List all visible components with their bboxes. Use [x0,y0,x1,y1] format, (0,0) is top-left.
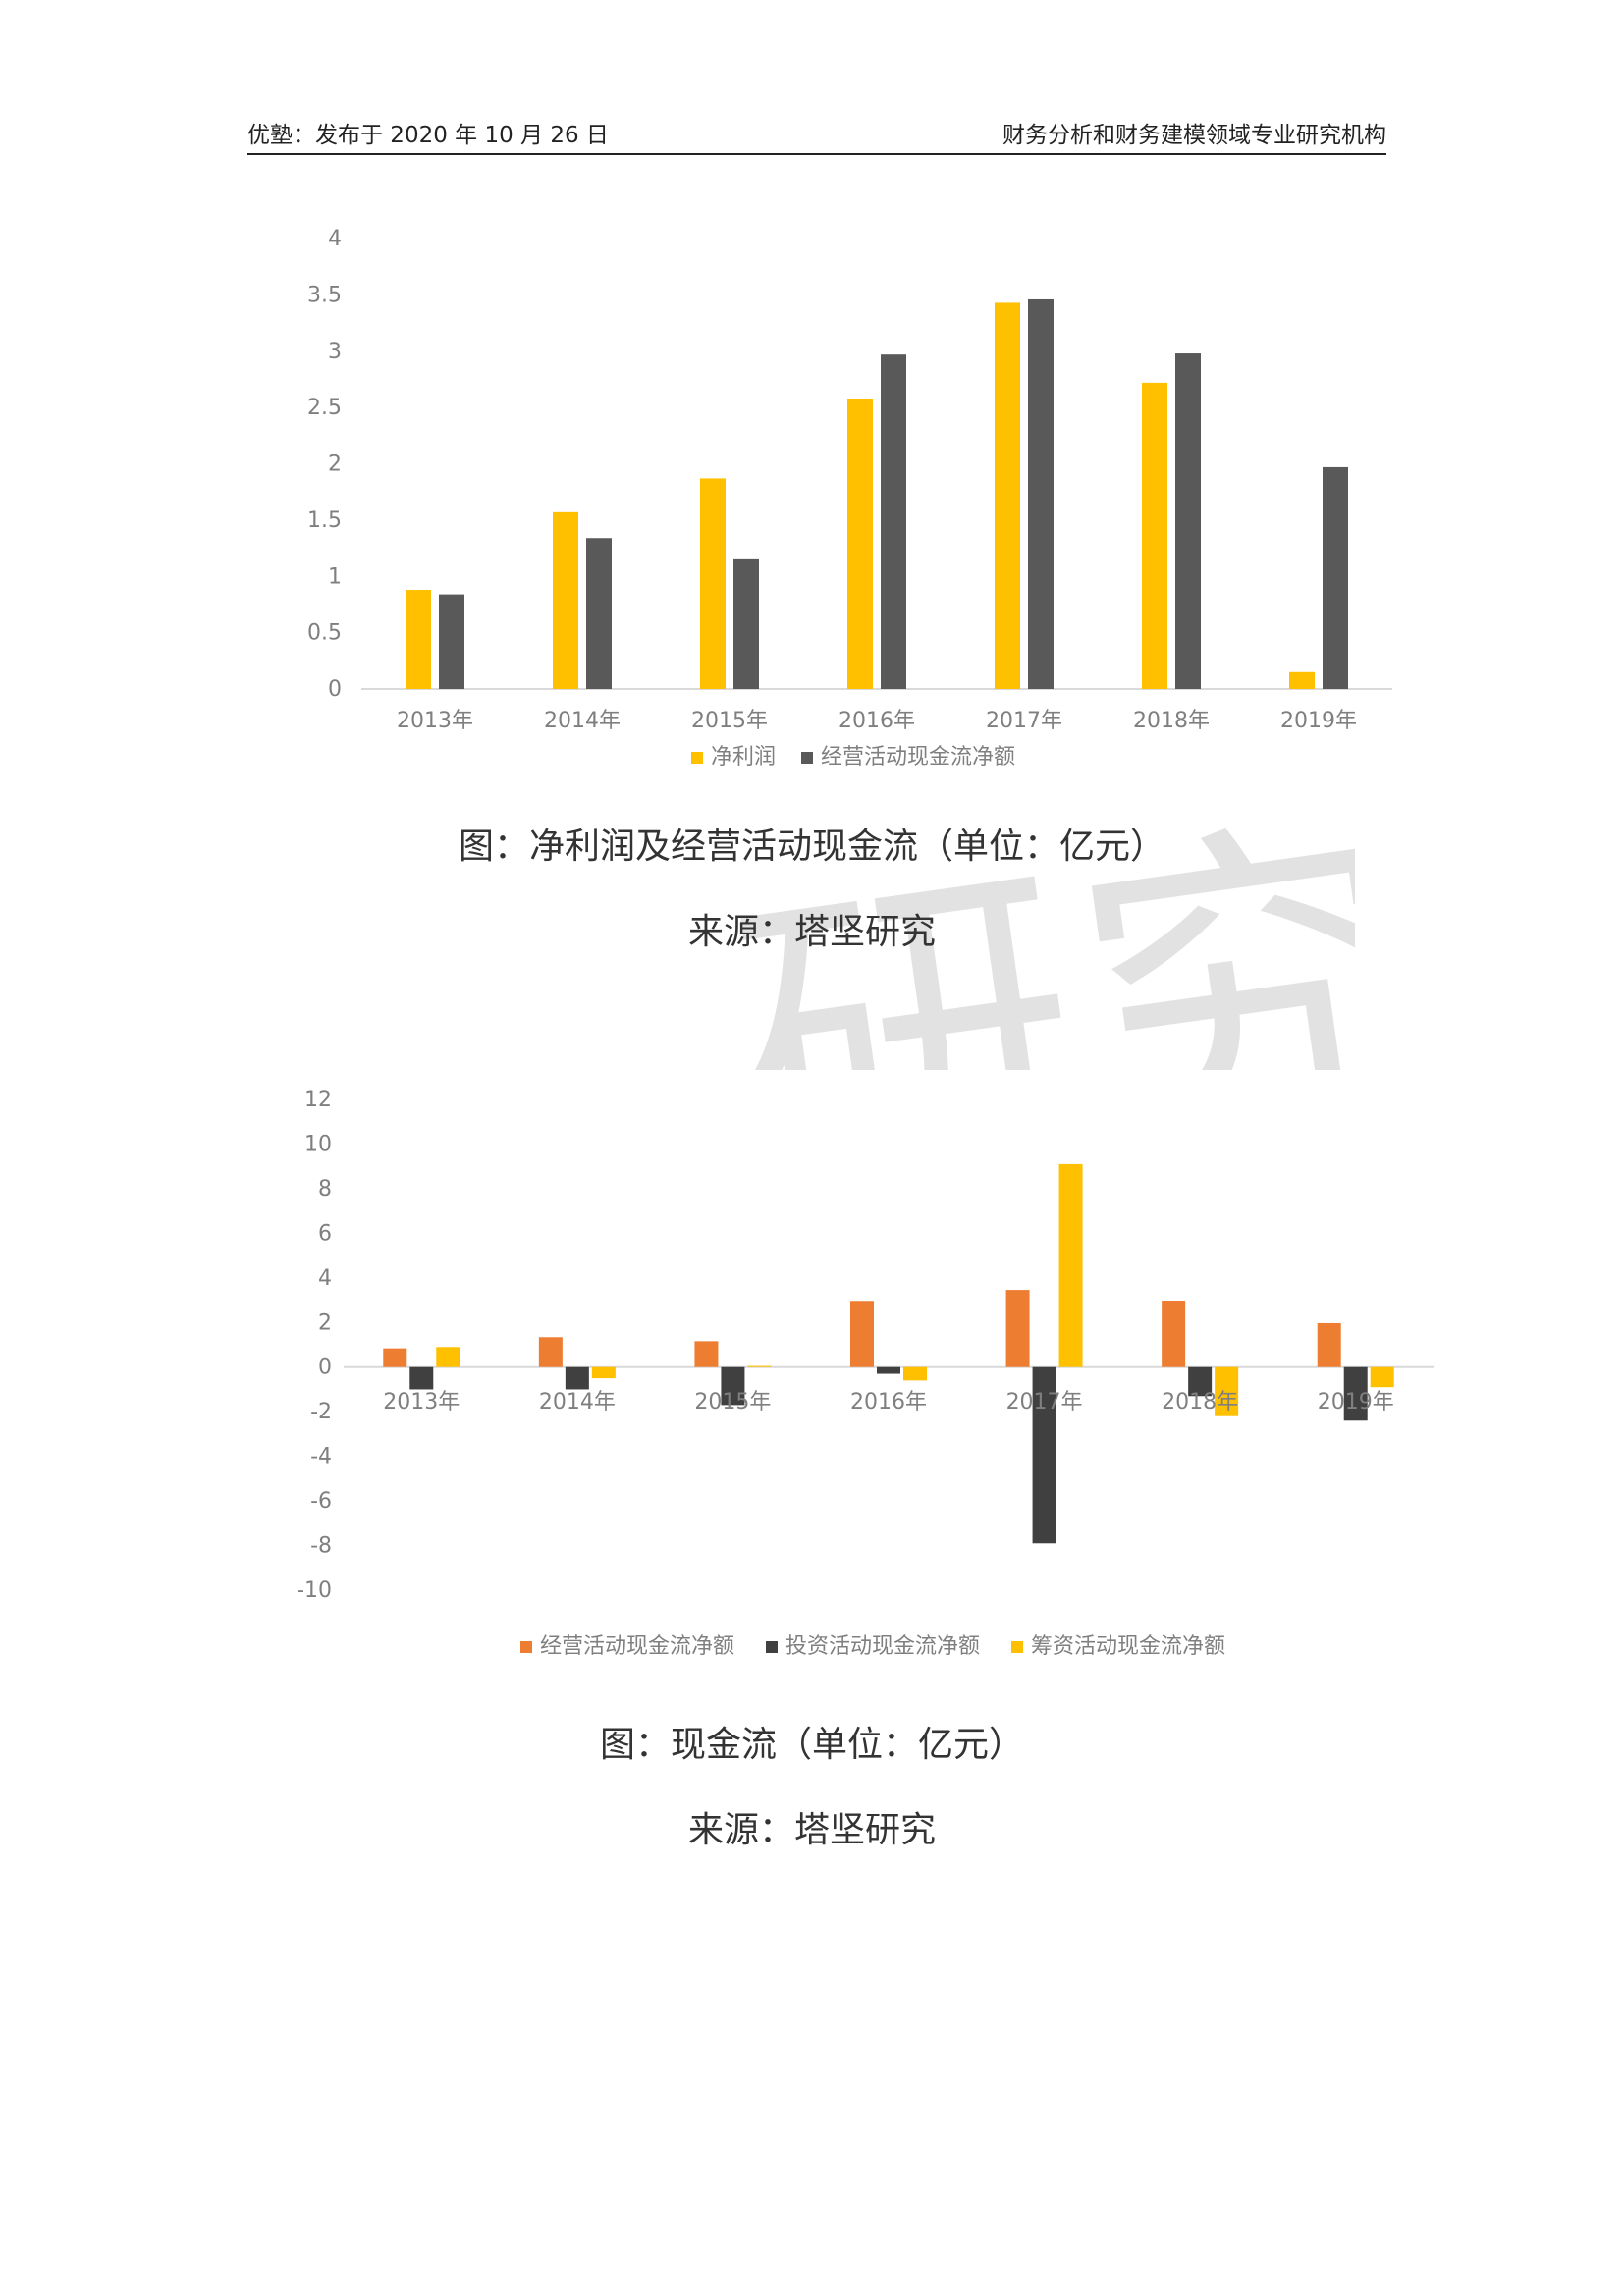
bar-2016年-经营活动现金流净额 [881,354,906,689]
bar-2014年-投资活动现金流净额 [565,1366,589,1390]
bar-2015年-经营活动现金流净额 [694,1341,719,1367]
legend-swatch-经营活动现金流净额 [801,752,813,764]
bar-2017年-经营活动现金流净额 [1005,1290,1030,1367]
x-tick-label: 2019年 [1280,709,1357,733]
y-tick-label: 8 [318,1177,332,1201]
bar-2014年-经营活动现金流净额 [538,1337,563,1367]
y-tick-label: 12 [304,1088,332,1112]
y-tick-label: 2 [318,1310,332,1335]
bar-2018年-经营活动现金流净额 [1162,1301,1186,1367]
bar-2019年-经营活动现金流净额 [1323,466,1348,689]
y-tick-label: 10 [304,1132,332,1156]
cashflow-chart: 12 10 8 6 4 2 0 -2 -4 -6 -8 -10 2013年 2014年 2015年 2016年… [297,1088,1434,1659]
bar-2015年-经营活动现金流净额 [733,558,759,689]
y-tick-label: 0 [328,677,342,702]
x-tick-label: 2017年 [986,709,1062,733]
page-header: 优塾：发布于 2020 年 10 月 26 日 财务分析和财务建模领域专业研究机… [247,110,1386,155]
y-tick-label: 3 [328,340,342,364]
bar-2013年-筹资活动现金流净额 [436,1347,460,1367]
bar-2013年-经营活动现金流净额 [439,594,464,689]
y-tick-label: -6 [310,1489,332,1514]
header-publish-info: 优塾：发布于 2020 年 10 月 26 日 [247,123,609,148]
bar-2019年-投资活动现金流净额 [1343,1366,1368,1421]
y-tick-label: 1 [328,564,342,589]
bar-2018年-投资活动现金流净额 [1188,1366,1213,1397]
legend-swatch-筹资活动现金流净额 [1011,1641,1023,1653]
bar-2017年-净利润 [995,302,1020,689]
x-tick-label: 2017年 [1006,1390,1083,1415]
bar-2013年-投资活动现金流净额 [409,1366,434,1390]
y-tick-label: -2 [310,1400,332,1424]
bar-2016年-筹资活动现金流净额 [903,1366,927,1381]
bar-2019年-经营活动现金流净额 [1317,1322,1341,1367]
net-profit-operating-cashflow-chart: 0 0.5 1 1.5 2 2.5 3 3.5 4 2013年 2014年 2015年 2016年 201… [307,227,1392,770]
x-tick-label: 2014年 [544,709,621,733]
x-tick-label: 2018年 [1133,709,1210,733]
bar-2015年-筹资活动现金流净额 [747,1365,772,1367]
y-tick-label: 4 [328,227,342,251]
bar-2016年-投资活动现金流净额 [877,1366,900,1374]
bar-2018年-经营活动现金流净额 [1175,353,1201,689]
y-tick-label: 0.5 [307,621,342,646]
chart2-caption: 图：现金流（单位：亿元） [599,1725,1024,1765]
bar-2017年-经营活动现金流净额 [1028,298,1054,689]
x-tick-label: 2013年 [397,709,473,733]
legend-swatch-投资活动现金流净额 [766,1641,778,1653]
legend-swatch-净利润 [691,752,703,764]
bar-2019年-筹资活动现金流净额 [1370,1366,1394,1388]
bar-2013年-净利润 [406,590,431,689]
legend-label: 投资活动现金流净额 [785,1634,980,1659]
bar-2018年-筹资活动现金流净额 [1215,1366,1239,1416]
y-tick-label: 3.5 [307,283,342,307]
y-tick-label: 2 [328,453,342,477]
legend-label: 净利润 [711,745,776,770]
y-tick-label: 6 [318,1221,332,1246]
bar-2017年-投资活动现金流净额 [1032,1366,1056,1544]
x-tick-label: 2013年 [383,1390,460,1415]
header-org-tagline: 财务分析和财务建模领域专业研究机构 [1002,123,1386,148]
legend-label: 经营活动现金流净额 [540,1634,734,1659]
chart1-source: 来源：塔坚研究 [687,912,936,952]
legend-label: 经营活动现金流净额 [821,745,1015,770]
x-tick-label: 2016年 [850,1390,927,1415]
legend-swatch-经营活动现金流净额 [520,1641,532,1653]
y-tick-label: 2.5 [307,396,342,420]
bar-2019年-净利润 [1289,671,1315,689]
x-tick-label: 2016年 [839,709,915,733]
x-tick-label: 2015年 [694,1390,771,1415]
chart1-caption: 图：净利润及经营活动现金流（单位：亿元） [458,827,1165,867]
bar-2014年-经营活动现金流净额 [586,538,612,689]
bar-2014年-净利润 [553,511,578,689]
y-tick-label: -10 [297,1578,332,1603]
y-tick-label: 4 [318,1266,332,1291]
x-tick-label: 2015年 [691,709,768,733]
bar-2017年-筹资活动现金流净额 [1058,1163,1083,1367]
y-tick-label: -8 [310,1534,332,1559]
x-tick-label: 2014年 [539,1390,616,1415]
bar-2015年-净利润 [700,478,726,689]
legend-label: 筹资活动现金流净额 [1031,1634,1225,1659]
bar-2015年-投资活动现金流净额 [721,1366,745,1406]
x-tick-label: 2018年 [1162,1390,1238,1415]
bar-2016年-经营活动现金流净额 [850,1301,874,1367]
bar-2016年-净利润 [847,398,873,689]
y-tick-label: 0 [318,1356,332,1380]
bar-2014年-筹资活动现金流净额 [591,1366,616,1379]
y-tick-label: 1.5 [307,508,342,533]
bar-2013年-经营活动现金流净额 [383,1348,407,1367]
x-tick-label: 2019年 [1318,1390,1394,1415]
y-tick-label: -4 [310,1445,332,1469]
chart2-source: 来源：塔坚研究 [687,1810,936,1850]
bar-2018年-净利润 [1142,382,1167,689]
